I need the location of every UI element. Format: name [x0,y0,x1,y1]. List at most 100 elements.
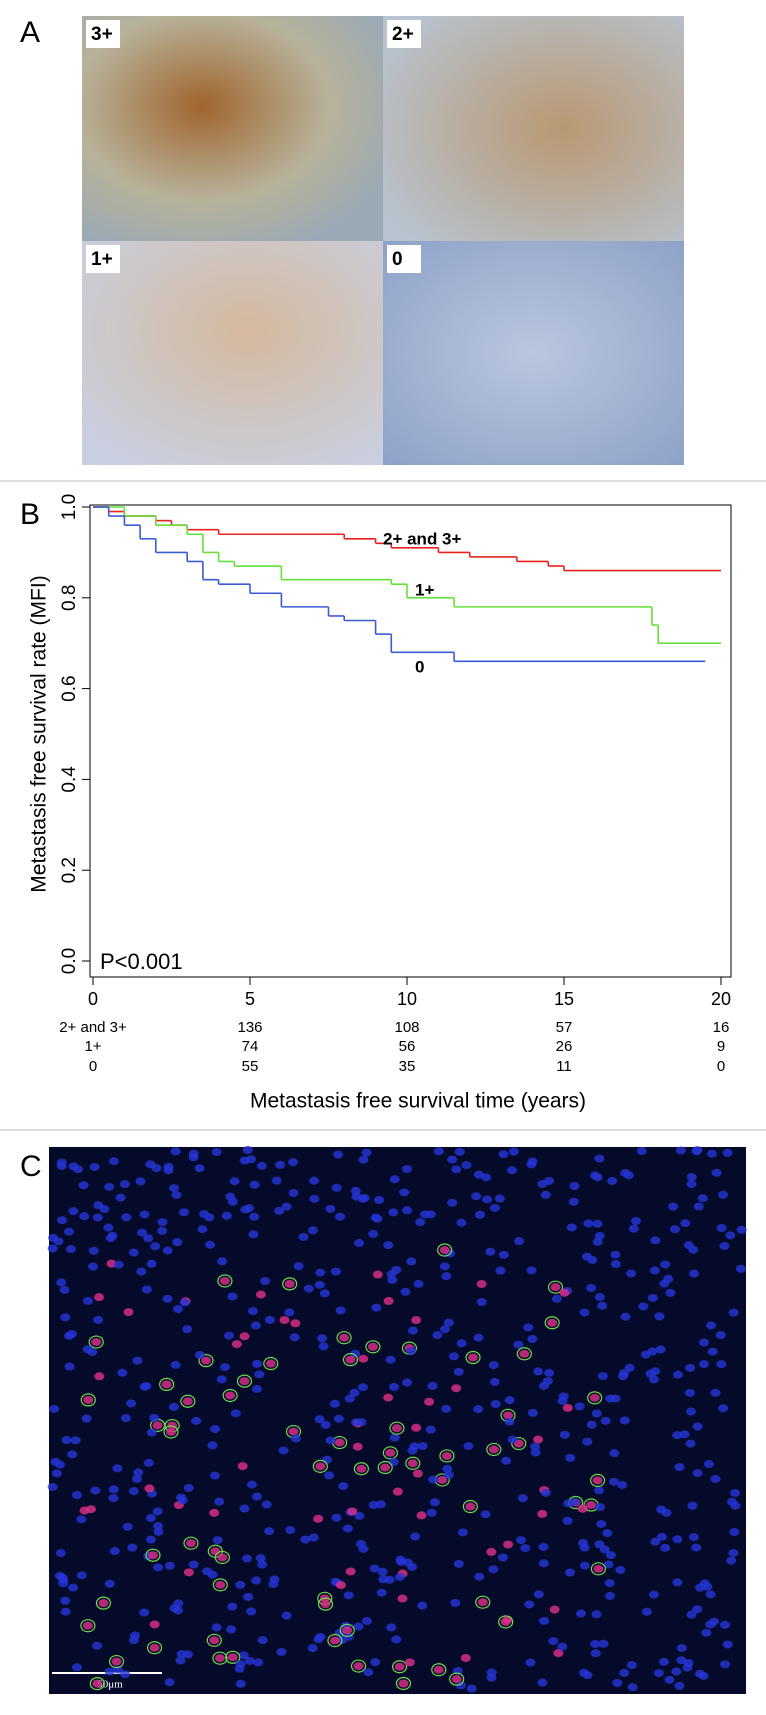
nucleus [425,1425,436,1434]
nucleus [453,1559,464,1568]
risk-count: 55 [242,1058,259,1075]
nucleus [610,1260,621,1269]
nucleus [211,1623,222,1632]
nucleus [185,1539,196,1548]
nucleus [581,1252,592,1261]
nucleus [394,1662,405,1671]
nucleus [439,1325,450,1334]
nucleus [447,1155,458,1164]
nucleus [427,1381,438,1390]
nucleus [242,1146,253,1155]
risk-count: 35 [399,1058,416,1075]
nucleus [693,1202,704,1211]
membrane [145,1548,161,1562]
nucleus [656,1532,667,1541]
nucleus [152,1563,163,1572]
nucleus [654,1312,665,1321]
nucleus [412,1469,423,1478]
nucleus [610,1250,621,1259]
nucleus [183,1568,194,1577]
nucleus [574,1402,585,1411]
nucleus [495,1266,506,1275]
nucleus [211,1148,222,1157]
nucleus [698,1360,709,1369]
nucleus [227,1653,238,1662]
membrane [405,1456,421,1470]
nucleus [293,1262,304,1271]
membrane [342,1353,359,1367]
nucleus [392,1487,403,1496]
nucleus [329,1399,340,1408]
nucleus [182,1397,193,1406]
nucleus [490,1400,501,1409]
nucleus [383,1241,394,1250]
nucleus [72,1165,83,1174]
nucleus [66,1329,77,1338]
nucleus [520,1544,531,1553]
nucleus [104,1579,115,1588]
nucleus [334,1438,345,1447]
nucleus [410,1532,421,1541]
membrane [80,1393,96,1407]
nucleus [303,1284,314,1293]
nucleus [692,1605,703,1614]
nucleus [235,1580,246,1589]
nucleus [460,1653,471,1662]
nucleus [309,1176,320,1185]
nucleus [525,1658,536,1667]
nucleus [468,1353,479,1362]
risk-count: 108 [394,1019,419,1036]
nucleus [641,1607,652,1616]
nucleus [685,1439,696,1448]
nucleus [335,1306,346,1315]
nucleus [56,1162,67,1171]
nucleus [557,1397,568,1406]
nucleus [290,1434,301,1443]
nucleus [447,1198,458,1207]
nucleus [264,1527,275,1536]
nucleus [488,1361,499,1370]
nucleus [547,1318,558,1327]
nucleus [685,1407,696,1416]
nucleus [91,1338,102,1347]
nucleus [498,1150,509,1159]
nucleus [716,1360,727,1369]
nucleus [590,1639,601,1648]
nucleus [51,1469,62,1478]
nucleus [514,1237,525,1246]
nucleus [56,1278,67,1287]
nucleus [433,1147,444,1156]
nucleus [175,1656,186,1665]
nucleus [396,1557,407,1566]
nucleus [164,1561,175,1570]
nucleus [48,1233,59,1242]
nucleus [168,1402,179,1411]
membrane [88,1335,104,1349]
nucleus [455,1681,466,1690]
nucleus [109,1547,120,1556]
membrane [392,1660,408,1674]
nucleus [729,1527,740,1536]
nucleus [219,1363,230,1372]
nucleus [103,1223,114,1232]
nucleus [325,1204,336,1213]
nucleus [626,1661,637,1670]
nucleus [548,1637,559,1646]
nucleus [442,1464,453,1473]
nucleus [240,1205,251,1214]
label-box [387,245,421,273]
nucleus [595,1503,606,1512]
nucleus [660,1260,671,1269]
nucleus [83,1395,94,1404]
nucleus [640,1350,651,1359]
nucleus [162,1294,173,1303]
nucleus [377,1567,388,1576]
nucleus [60,1313,71,1322]
nucleus [488,1445,499,1454]
nucleus [87,1348,98,1357]
membrane [206,1633,222,1647]
nucleus [149,1643,160,1652]
nucleus [214,1654,225,1663]
nucleus [630,1217,641,1226]
